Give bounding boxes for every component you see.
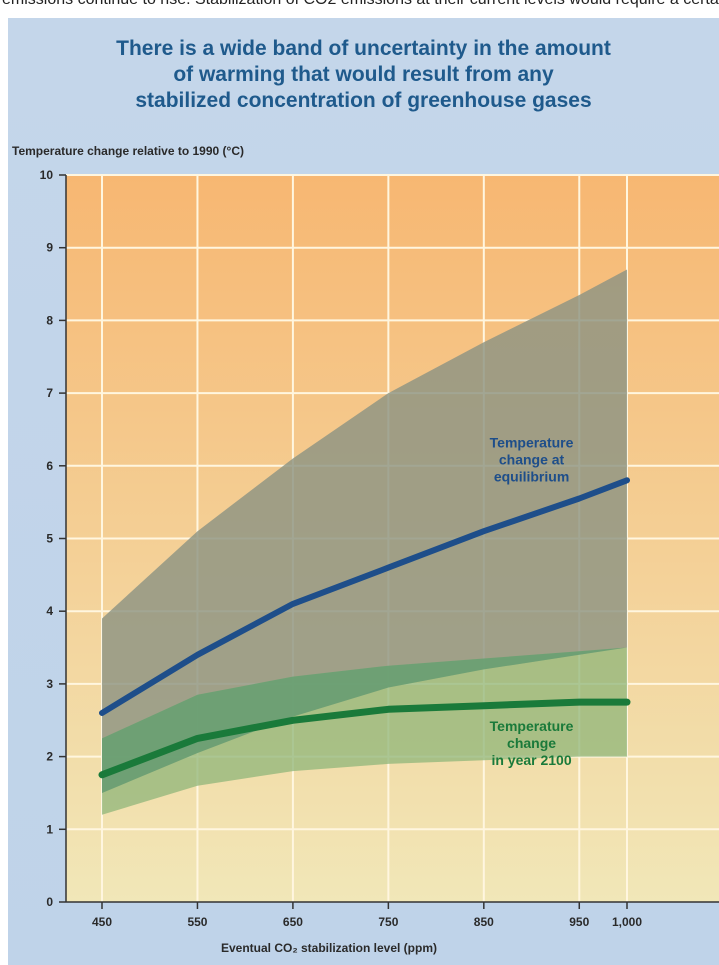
y-tick-label-6: 6 — [46, 459, 53, 473]
chart-title-line-1: There is a wide band of uncertainty in t… — [116, 37, 611, 60]
x-tick-label-750: 750 — [378, 915, 398, 929]
chart-svg: Temperature change relative to 1990 (°C)… — [12, 144, 719, 955]
equilibrium-line — [99, 477, 630, 716]
x-tick-label-950: 950 — [569, 915, 589, 929]
annotations: Temperature change at equilibriumTemperatu… — [490, 435, 574, 769]
y-axis-title: Temperature change relative to 1990 (°C) — [12, 144, 244, 158]
top-cropped-text-line: emissions continue to rise. Stabilizatio… — [2, 0, 719, 9]
x-tick-label-450: 450 — [92, 915, 112, 929]
annotation-line: Temperature — [490, 718, 574, 734]
band-overlap-region — [102, 647, 627, 793]
top-cropped-text: emissions continue to rise. Stabilizatio… — [0, 0, 719, 18]
chart-title-line-2: of warming that would result from any — [173, 63, 554, 86]
y-tick-label-7: 7 — [46, 386, 53, 400]
y-tick-label-1: 1 — [46, 822, 53, 836]
chart-title: There is a wide band of uncertainty in t… — [8, 36, 719, 114]
annotation-line: Temperature — [490, 435, 574, 451]
y-axis-ticks: 0 1 2 3 4 5 6 7 8 9 10 — [40, 168, 66, 909]
y-tick-label-9: 9 — [46, 241, 53, 255]
y-tick-label-3: 3 — [46, 677, 53, 691]
y-tick-label-10: 10 — [40, 168, 54, 182]
annotation-year2100: Temperature change in year 2100 — [490, 718, 574, 768]
x-tick-label-1000: 1,000 — [612, 915, 642, 929]
annotation-line: in year 2100 — [491, 752, 571, 768]
annotation-equilibrium: Temperature change at equilibrium — [490, 435, 574, 485]
uncertainty-bands — [102, 269, 627, 815]
y-tick-label-4: 4 — [46, 604, 53, 618]
annotation-line: change — [507, 735, 556, 751]
annotation-line: equilibrium — [494, 469, 569, 485]
x-tick-label-850: 850 — [474, 915, 494, 929]
series-lines — [98, 477, 631, 779]
x-axis-ticks: 450 550 650 750 850 950 1,000 — [92, 902, 642, 929]
year2100-line — [98, 698, 631, 779]
y-tick-label-5: 5 — [46, 532, 53, 546]
y-tick-label-2: 2 — [46, 750, 53, 764]
chart-title-line-3: stabilized concentration of greenhouse g… — [135, 89, 592, 112]
y-tick-label-0: 0 — [46, 895, 53, 909]
x-tick-label-650: 650 — [283, 915, 303, 929]
x-tick-label-550: 550 — [187, 915, 207, 929]
y-tick-label-8: 8 — [46, 313, 53, 327]
x-axis-title: Eventual CO₂ stabilization level (ppm) — [221, 941, 437, 955]
figure-panel: There is a wide band of uncertainty in t… — [8, 18, 719, 965]
annotation-line: change at — [499, 452, 565, 468]
